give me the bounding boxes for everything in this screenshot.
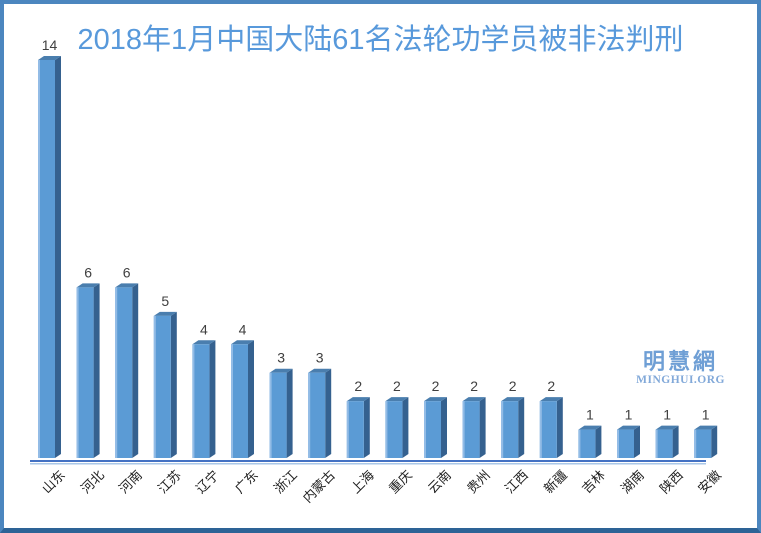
bar-left-highlight	[578, 429, 581, 458]
bar	[694, 429, 712, 458]
bar-top-face	[655, 425, 679, 430]
bar	[269, 372, 287, 458]
bar-top-face	[501, 397, 525, 402]
bar	[38, 59, 55, 458]
bar-side-face	[170, 311, 177, 458]
bar-value-label: 3	[277, 350, 285, 366]
bar-side-face	[363, 397, 370, 458]
bar	[385, 401, 403, 458]
bar-top-face	[346, 397, 370, 402]
bar-value-label: 4	[200, 321, 208, 337]
bar-top-face	[617, 425, 640, 430]
bar-left-highlight	[694, 429, 697, 458]
bar-value-label: 1	[702, 407, 710, 423]
bar-side-face	[286, 368, 293, 458]
bar-left-highlight	[153, 315, 156, 458]
bar-left-highlight	[38, 59, 40, 458]
bar-side-face	[556, 397, 563, 458]
bar-top-face	[231, 340, 254, 345]
bar-left-highlight	[501, 401, 504, 458]
bar-left-highlight	[192, 344, 195, 458]
bar-side-face	[672, 425, 679, 458]
bar-value-label: 2	[547, 378, 555, 394]
bar	[231, 344, 248, 458]
bar	[115, 287, 133, 458]
bar-value-label: 14	[42, 37, 58, 53]
bar-chart-plot-area: 14 6 6 5 4 4 3 3 2 2 2 2 2 2 1 1 1 1	[30, 37, 718, 465]
bar-left-highlight	[308, 372, 311, 458]
bar-top-face	[462, 397, 486, 402]
bar-side-face	[248, 340, 254, 458]
bar	[153, 315, 171, 458]
bar-value-label: 2	[354, 378, 362, 394]
bar-left-highlight	[76, 287, 79, 458]
bar-value-label: 2	[509, 378, 517, 394]
x-axis-line-highlight	[30, 463, 706, 465]
bar-value-label: 2	[393, 378, 401, 394]
bar-left-highlight	[269, 372, 272, 458]
bar-left-highlight	[115, 287, 118, 458]
bar-side-face	[132, 283, 139, 458]
bar-top-face	[308, 368, 332, 373]
bar-value-label: 6	[84, 264, 92, 280]
bar-side-face	[595, 425, 602, 458]
bar-top-face	[115, 283, 139, 288]
chart-title: 2018年1月中国大陆61名法轮功学员被非法判刑	[77, 24, 684, 56]
bar-side-face	[441, 397, 447, 458]
bar-side-face	[55, 55, 61, 458]
bar	[308, 372, 326, 458]
bar-left-highlight	[617, 429, 619, 458]
minghui-watermark-url: MINGHUI.ORG	[636, 374, 725, 386]
bar	[655, 429, 673, 458]
bar-value-label: 3	[316, 350, 324, 366]
bar-side-face	[209, 340, 216, 458]
bar-side-face	[518, 397, 525, 458]
bar-left-highlight	[655, 429, 658, 458]
bar-left-highlight	[424, 401, 426, 458]
bar-value-label: 1	[625, 407, 633, 423]
chart-stage: 2018年1月中国大陆61名法轮功学员被非法判刑 14 6 6 5 4 4 3 3 2 2 2 2 2 2…	[4, 4, 757, 528]
bar-top-face	[578, 425, 602, 430]
bar-value-label: 6	[123, 264, 131, 280]
bar-value-label: 1	[586, 407, 594, 423]
bar-top-face	[192, 340, 216, 345]
bar-top-face	[76, 283, 100, 288]
bar-top-face	[694, 425, 718, 430]
bar-side-face	[711, 425, 718, 458]
bar-left-highlight	[385, 401, 388, 458]
bar-left-highlight	[539, 401, 542, 458]
bar	[617, 429, 634, 458]
bar-value-label: 2	[432, 378, 440, 394]
bar-side-face	[325, 368, 332, 458]
x-axis-line	[30, 460, 706, 462]
bar-top-face	[153, 311, 177, 316]
bar-top-face	[38, 55, 61, 60]
bar	[462, 401, 480, 458]
bar-left-highlight	[346, 401, 349, 458]
bar	[346, 401, 364, 458]
bar-side-face	[634, 425, 640, 458]
bar	[424, 401, 441, 458]
bar-value-label: 4	[239, 321, 247, 337]
bar-left-highlight	[231, 344, 233, 458]
bar-top-face	[539, 397, 563, 402]
bar-value-label: 1	[663, 407, 671, 423]
bar-top-face	[424, 397, 447, 402]
minghui-watermark: 明慧網 MINGHUI.ORG	[636, 350, 725, 387]
bar-value-label: 2	[470, 378, 478, 394]
bar	[578, 429, 596, 458]
bar-left-highlight	[462, 401, 465, 458]
bar	[192, 344, 210, 458]
bar-side-face	[93, 283, 100, 458]
bar-top-face	[385, 397, 409, 402]
bar	[76, 287, 94, 458]
bar-side-face	[479, 397, 486, 458]
bar-side-face	[402, 397, 409, 458]
bar-value-label: 5	[161, 293, 169, 309]
minghui-watermark-chinese: 明慧網	[643, 349, 719, 374]
bar	[539, 401, 557, 458]
bar	[501, 401, 519, 458]
bar-top-face	[269, 368, 293, 373]
